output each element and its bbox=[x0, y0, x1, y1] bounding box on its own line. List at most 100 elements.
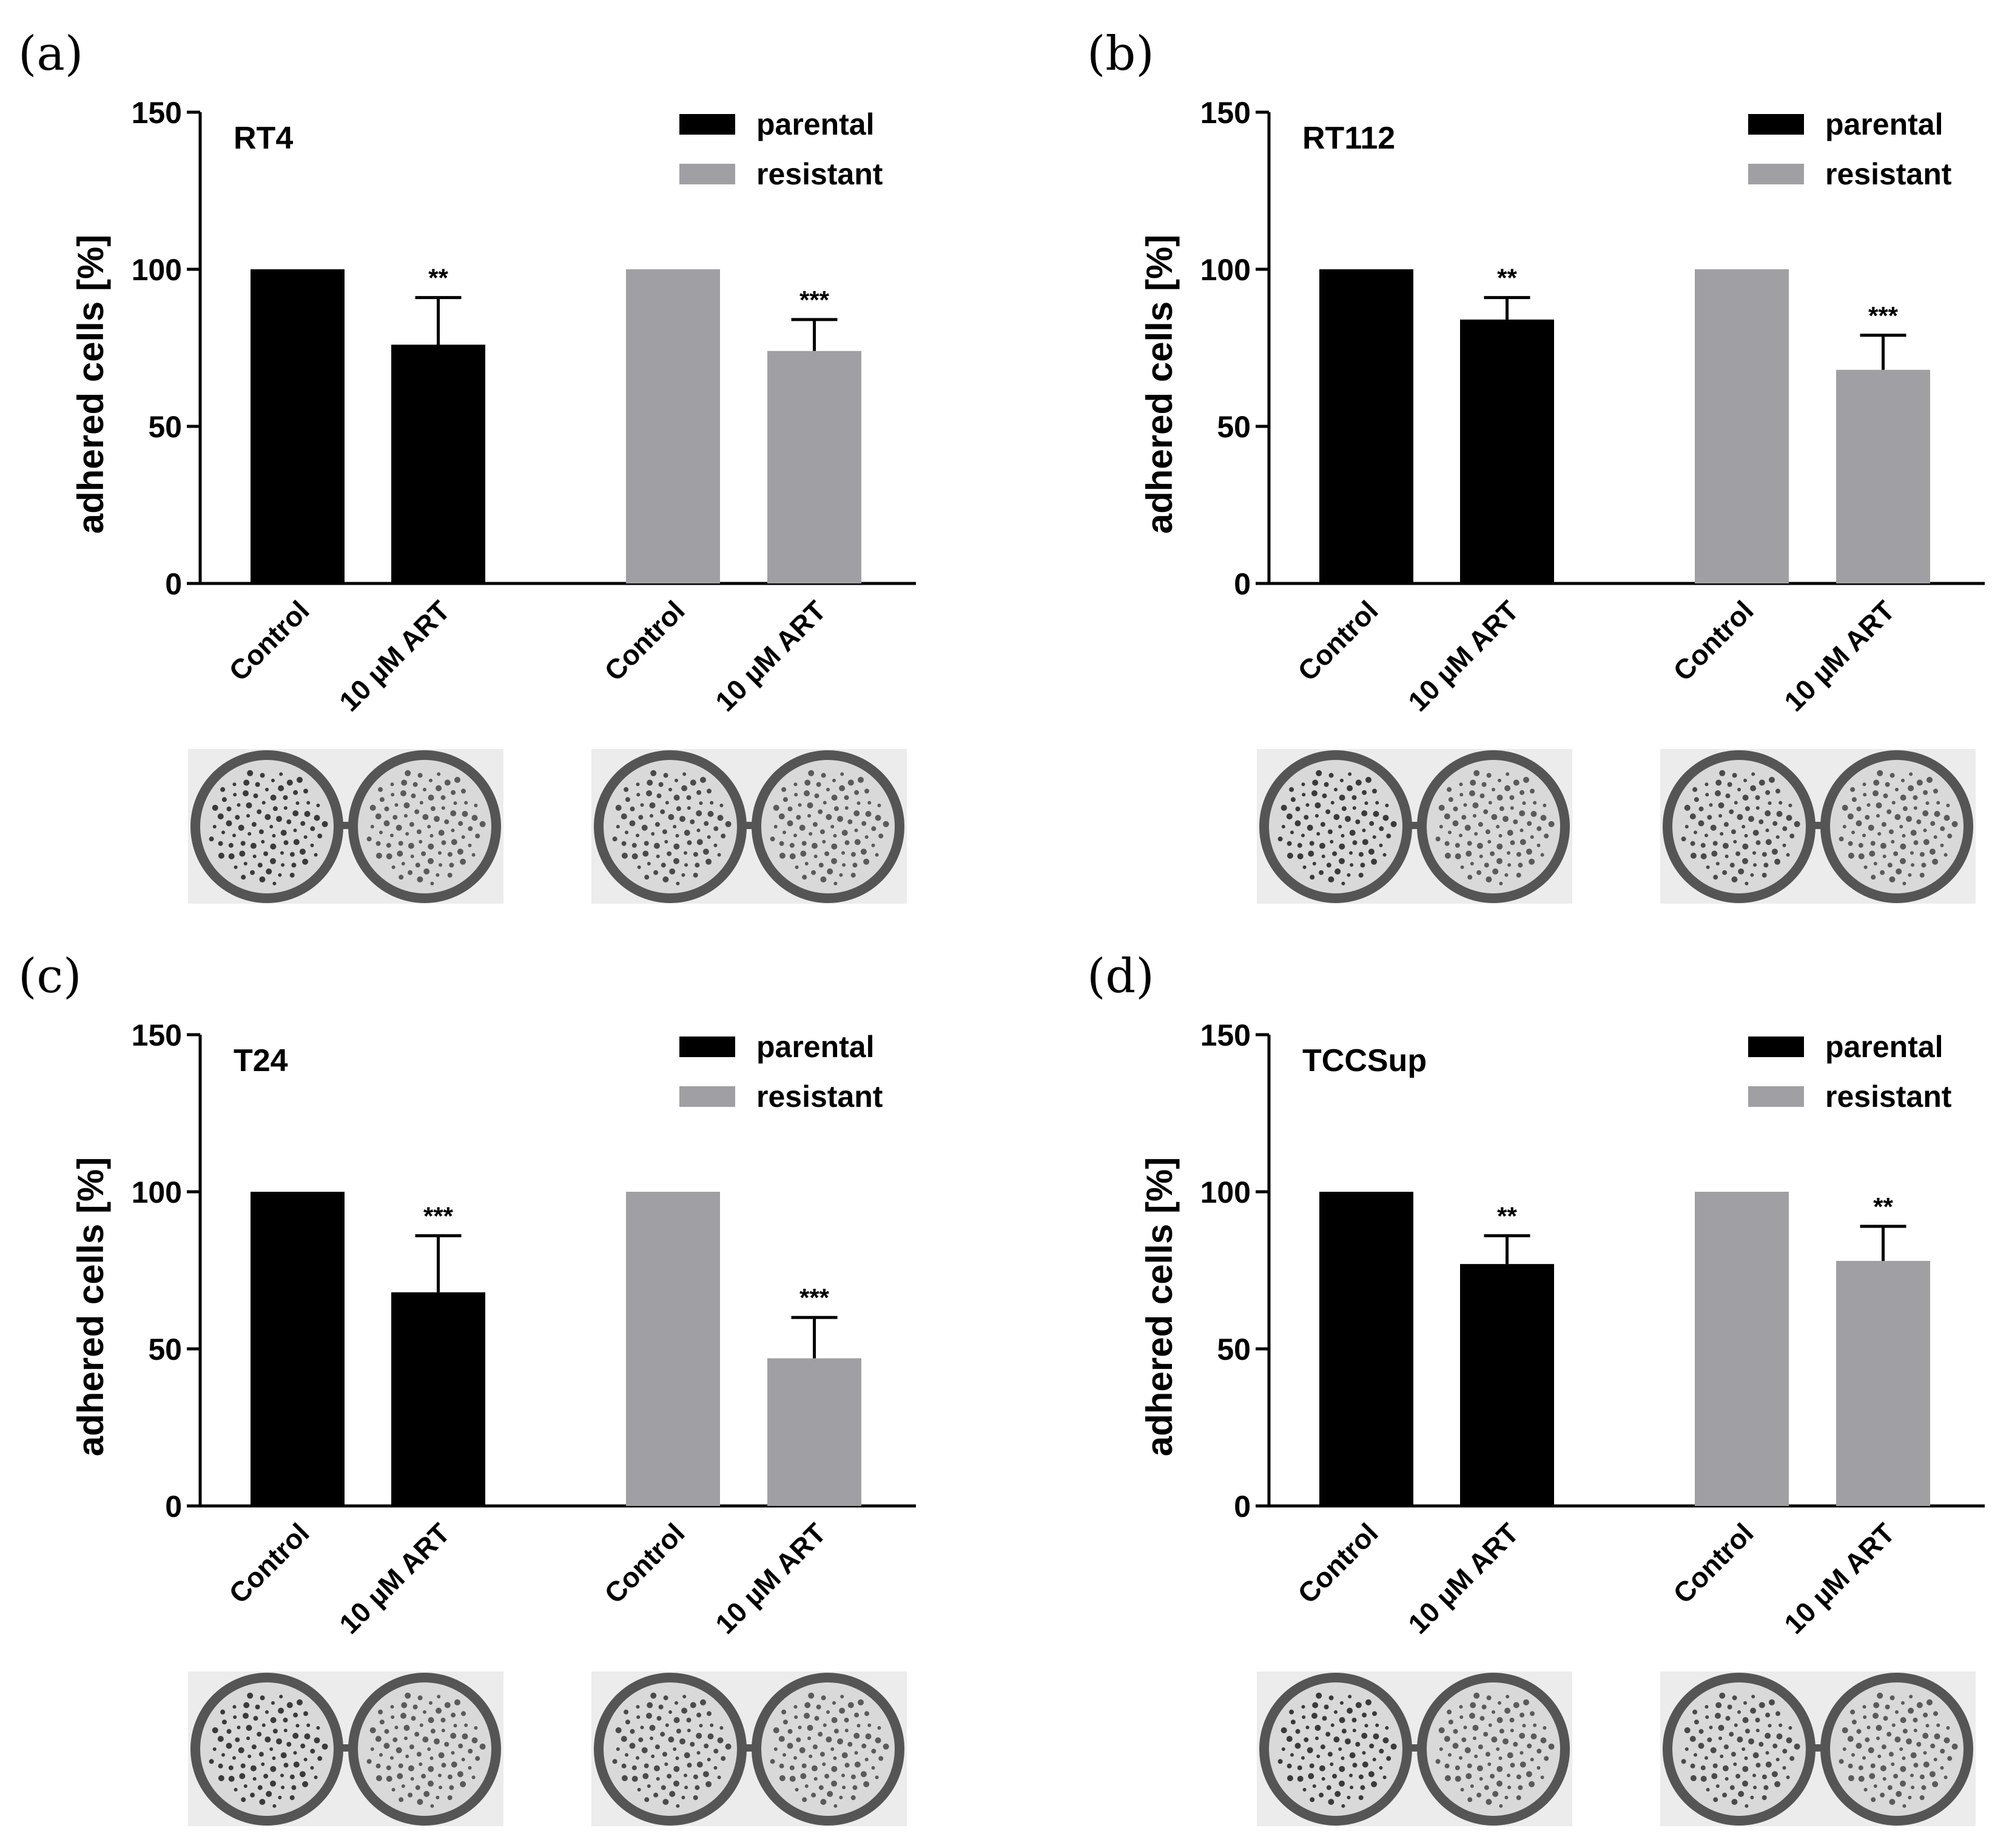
cell-speck bbox=[1891, 801, 1896, 805]
cell-speck bbox=[1498, 1756, 1503, 1760]
cell-speck bbox=[394, 1725, 399, 1730]
cell-speck bbox=[1519, 1712, 1525, 1718]
cell-speck bbox=[1352, 840, 1358, 845]
x-category-label: Control bbox=[1667, 594, 1759, 687]
cell-speck bbox=[399, 1797, 404, 1803]
cell-speck bbox=[1863, 793, 1867, 797]
well-plate-image bbox=[188, 749, 503, 904]
cell-speck bbox=[451, 790, 456, 795]
cell-speck bbox=[1782, 1749, 1788, 1754]
cell-speck bbox=[1851, 1753, 1855, 1757]
cell-speck bbox=[823, 801, 827, 805]
bar bbox=[391, 1292, 485, 1506]
cell-speck bbox=[1289, 787, 1294, 792]
cell-speck bbox=[1725, 1716, 1731, 1721]
cell-speck bbox=[621, 841, 627, 846]
cell-speck bbox=[650, 814, 653, 818]
well-circle bbox=[1820, 1673, 1973, 1826]
cell-speck bbox=[375, 1775, 382, 1781]
cell-speck bbox=[854, 1751, 858, 1755]
cell-speck bbox=[1776, 811, 1783, 817]
cell-speck bbox=[1895, 1710, 1899, 1714]
cell-speck bbox=[1320, 822, 1325, 827]
cell-speck bbox=[383, 1742, 390, 1749]
cell-speck bbox=[1881, 822, 1886, 827]
cell-speck bbox=[1339, 1780, 1345, 1787]
cell-speck bbox=[1762, 1774, 1767, 1779]
cell-speck bbox=[1507, 830, 1513, 836]
cell-speck bbox=[1455, 842, 1460, 848]
cell-speck bbox=[707, 788, 712, 794]
cell-speck bbox=[811, 842, 818, 849]
cell-speck bbox=[1536, 826, 1542, 832]
y-tick-label: 0 bbox=[1234, 1490, 1251, 1524]
cell-speck bbox=[725, 1743, 732, 1750]
cell-speck bbox=[265, 787, 269, 791]
cell-speck bbox=[272, 1756, 276, 1760]
chart-title: TCCSup bbox=[1302, 1043, 1427, 1078]
cell-speck bbox=[1287, 1763, 1292, 1769]
cell-speck bbox=[1923, 839, 1930, 845]
cell-speck bbox=[1720, 1754, 1724, 1758]
cell-speck bbox=[1453, 806, 1458, 811]
cell-speck bbox=[293, 828, 297, 833]
cell-speck bbox=[303, 1711, 308, 1716]
cell-speck bbox=[1362, 790, 1367, 795]
cell-speck bbox=[863, 858, 870, 865]
cell-speck bbox=[1435, 836, 1441, 842]
cell-speck bbox=[257, 1732, 262, 1737]
cell-speck bbox=[624, 787, 629, 792]
cell-speck bbox=[471, 1775, 476, 1779]
cell-speck bbox=[468, 826, 473, 832]
cell-speck bbox=[668, 1736, 675, 1743]
cell-speck bbox=[831, 795, 838, 801]
cell-speck bbox=[1719, 770, 1726, 776]
cell-speck bbox=[293, 1751, 297, 1755]
cell-speck bbox=[1762, 1795, 1767, 1800]
cell-speck bbox=[1765, 1712, 1771, 1718]
cell-speck bbox=[260, 1695, 265, 1701]
cell-speck bbox=[1775, 1758, 1780, 1762]
cell-speck bbox=[1476, 1792, 1482, 1798]
cell-speck bbox=[279, 1695, 283, 1699]
cell-speck bbox=[1847, 813, 1854, 820]
cell-speck bbox=[1516, 1795, 1521, 1800]
cell-speck bbox=[1341, 834, 1345, 838]
cell-speck bbox=[439, 863, 443, 867]
cell-speck bbox=[1734, 1723, 1738, 1727]
cell-speck bbox=[1930, 821, 1936, 826]
cell-speck bbox=[278, 1795, 282, 1799]
cell-speck bbox=[667, 1773, 672, 1779]
cell-speck bbox=[1713, 1797, 1718, 1803]
cell-speck bbox=[1922, 810, 1929, 816]
cell-speck bbox=[391, 1715, 395, 1719]
cell-speck bbox=[1287, 841, 1292, 846]
cell-speck bbox=[1933, 835, 1937, 839]
cell-speck bbox=[1925, 801, 1930, 805]
cell-speck bbox=[631, 1765, 637, 1770]
cell-speck bbox=[1851, 797, 1857, 802]
x-category-label: 10 µM ART bbox=[1778, 1517, 1901, 1640]
cell-speck bbox=[451, 1751, 455, 1755]
cell-speck bbox=[1379, 1766, 1383, 1770]
cell-speck bbox=[1518, 862, 1523, 868]
cell-speck bbox=[1711, 1773, 1718, 1779]
cell-speck bbox=[647, 1702, 653, 1709]
well-plate-image bbox=[591, 749, 907, 904]
cell-speck bbox=[398, 841, 403, 846]
cell-speck bbox=[1530, 788, 1535, 794]
cell-speck bbox=[218, 841, 223, 846]
cell-speck bbox=[423, 1710, 426, 1714]
cell-speck bbox=[693, 852, 698, 857]
cell-speck bbox=[1951, 821, 1958, 827]
cell-speck bbox=[1744, 1756, 1748, 1760]
cell-speck bbox=[1718, 1724, 1725, 1731]
cell-speck bbox=[1876, 1736, 1880, 1741]
cell-speck bbox=[1752, 851, 1756, 855]
cell-speck bbox=[789, 842, 795, 848]
cell-speck bbox=[228, 1765, 234, 1770]
cell-speck bbox=[405, 1692, 411, 1699]
cell-speck bbox=[1794, 821, 1800, 827]
cell-speck bbox=[631, 842, 637, 848]
cell-speck bbox=[833, 806, 839, 811]
